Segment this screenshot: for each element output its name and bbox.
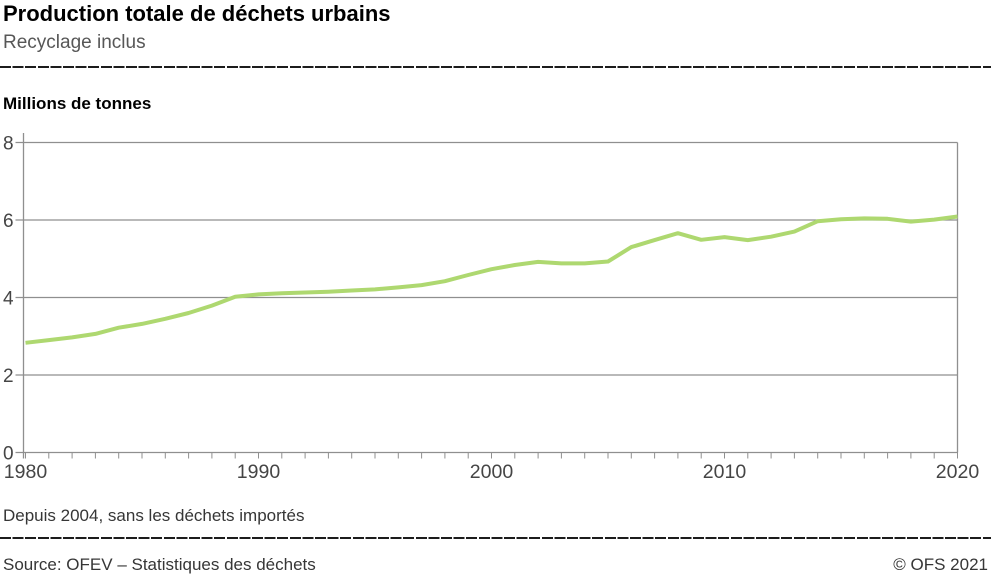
source-label: Source: OFEV – Statistiques des déchets [3, 555, 316, 574]
y-tick-label: 2 [3, 366, 14, 387]
y-axis-unit-label: Millions de tonnes [3, 94, 152, 113]
page-title: Production totale de déchets urbains [3, 1, 391, 26]
footer: Source: OFEV – Statistiques des déchets … [3, 555, 988, 575]
x-tick-label: 1980 [4, 461, 48, 483]
chart-footnote: Depuis 2004, sans les déchets importés [3, 506, 305, 525]
x-tick-label: 2000 [470, 461, 514, 483]
x-tick-label: 2020 [936, 461, 980, 483]
page-subtitle: Recyclage inclus [3, 32, 146, 53]
header-divider [0, 66, 991, 68]
data-line [25, 214, 958, 345]
copyright-label: © OFS 2021 [893, 555, 988, 574]
y-tick-label: 6 [3, 211, 14, 232]
x-tick-label: 2010 [703, 461, 747, 483]
x-tick-label: 1990 [237, 461, 281, 483]
footer-divider [0, 537, 991, 539]
y-tick-label: 8 [3, 134, 14, 155]
y-tick-label: 4 [3, 289, 14, 310]
y-tick-label: 0 [3, 444, 14, 465]
